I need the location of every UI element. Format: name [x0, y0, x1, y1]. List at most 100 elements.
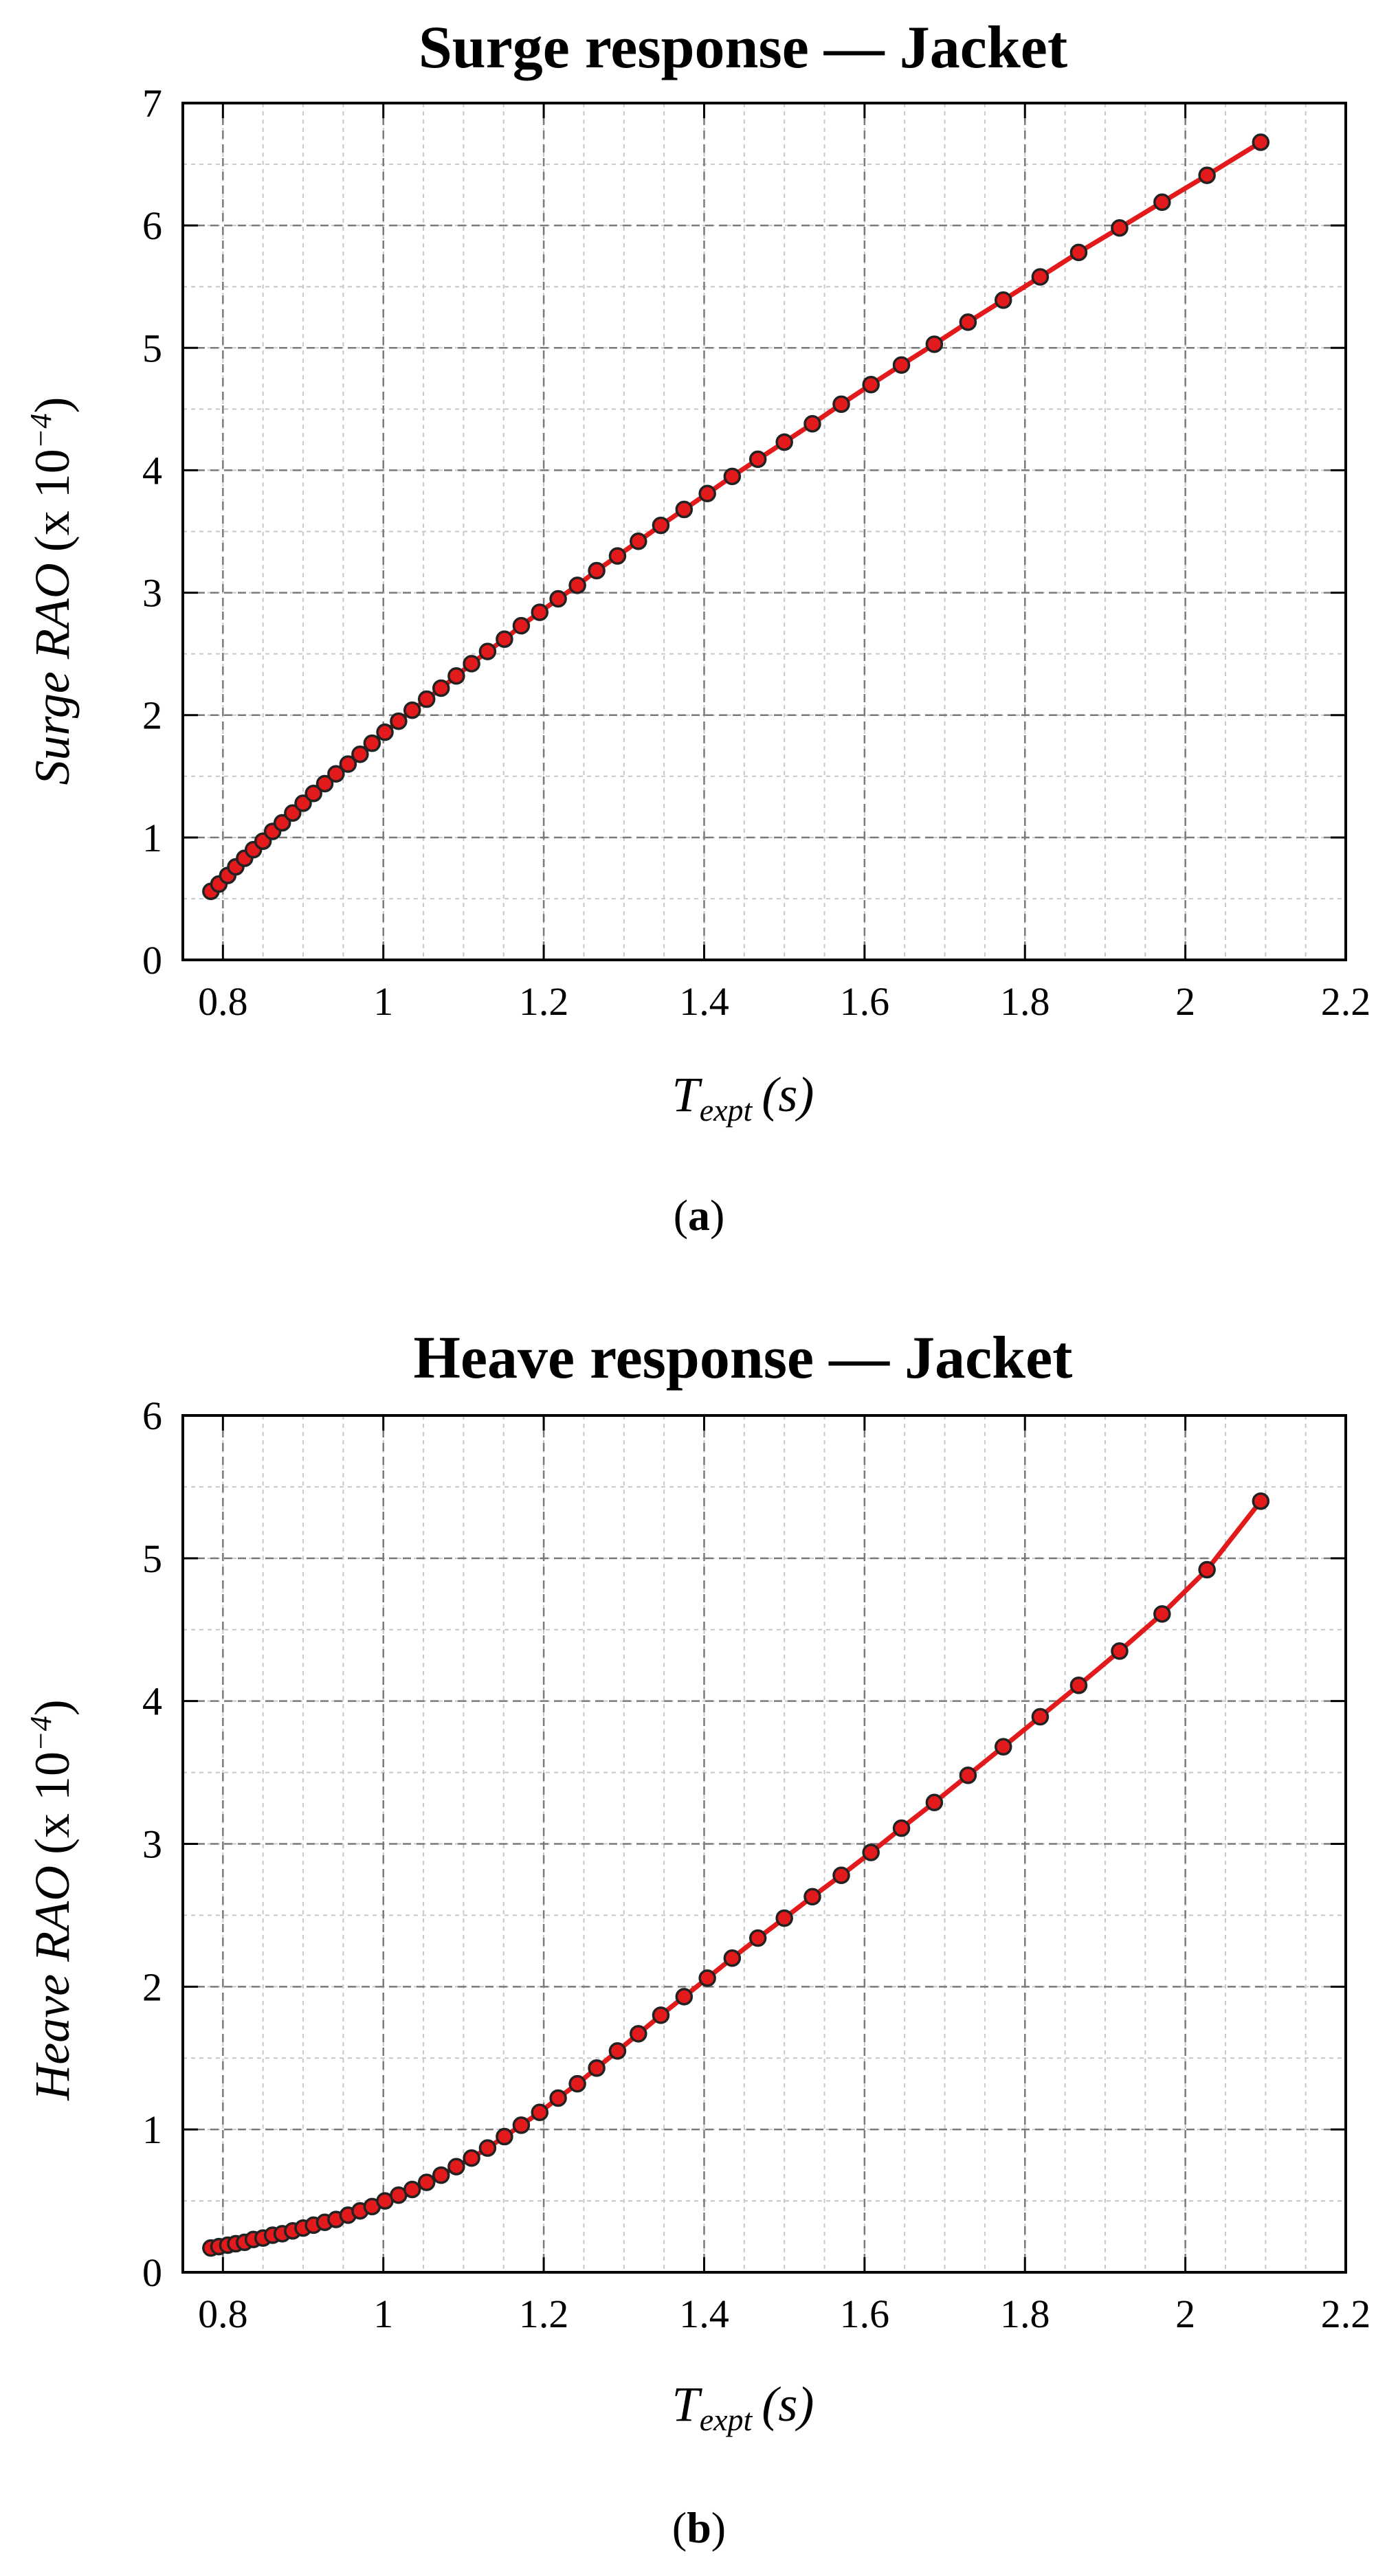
data-point	[892, 1819, 911, 1837]
y-axis-label-name: Surge RAO	[25, 563, 80, 785]
x-tick-labels: 0.8 1 1.2 1.4 1.6 1.8 2 2.2	[198, 979, 1371, 1024]
data-point	[463, 655, 480, 673]
data-point	[417, 690, 436, 708]
y-axis-label-exponent: −4	[24, 414, 58, 449]
panel-label-letter: b	[687, 2503, 711, 2552]
data-point	[478, 642, 497, 660]
data-point	[803, 414, 821, 433]
data-point	[284, 804, 302, 822]
y-tick-label: 4	[142, 1679, 162, 1724]
data-point	[723, 1949, 742, 1967]
x-tick-label: 1.8	[1000, 2292, 1050, 2336]
y-axis-label: Heave RAO (x 10−4)	[24, 1699, 80, 2101]
y-axis-label-name: Heave RAO	[25, 1866, 80, 2101]
data-point	[1198, 166, 1216, 184]
data-point	[568, 576, 586, 594]
y-tick-label: 3	[142, 571, 162, 616]
data-point	[496, 630, 513, 649]
y-tick-label: 7	[142, 81, 162, 126]
data-point	[549, 2089, 567, 2107]
data-point	[417, 2173, 436, 2191]
grid	[182, 102, 1347, 961]
data-point	[1252, 1492, 1270, 1510]
data-point	[1153, 1605, 1171, 1623]
data-point	[447, 2158, 465, 2175]
y-tick-label: 2	[142, 1964, 162, 2009]
series-line	[210, 1499, 1263, 2251]
y-tick-label: 1	[142, 816, 162, 860]
plot-area	[202, 1492, 1270, 2257]
data-point	[608, 2042, 627, 2060]
y-axis-label-unit-prefix: (x 10	[25, 1751, 80, 1855]
data-point	[748, 1929, 767, 1947]
data-point	[588, 2059, 606, 2077]
y-axis-label-unit-prefix: (x 10	[25, 449, 80, 552]
x-tick-labels: 0.8 1 1.2 1.4 1.6 1.8 2 2.2	[198, 2292, 1371, 2336]
x-tick-label: 1.6	[840, 2292, 890, 2336]
chart-title: Surge response — Jacket	[419, 14, 1067, 81]
data-point	[304, 784, 322, 803]
surge-chart: Surge response — Jacket 0.8 1 1.2 1.4 1.6 1.8…	[24, 14, 1371, 1240]
x-axis-label-var: T	[672, 1067, 703, 1122]
x-axis-label-unit: (s)	[762, 1067, 814, 1122]
panel-label-close: )	[711, 2503, 726, 2552]
chart-title: Heave response — Jacket	[414, 1325, 1073, 1391]
data-point	[531, 2103, 549, 2121]
tick-marks	[183, 102, 1347, 961]
data-point	[1031, 268, 1050, 286]
panel-label-open: (	[672, 2503, 687, 2552]
x-axis-label-sub: expt	[700, 2402, 753, 2437]
data-point	[339, 755, 357, 773]
data-point	[608, 547, 627, 565]
data-point	[723, 467, 742, 486]
x-tick-label: 1.8	[1000, 979, 1050, 1024]
data-point	[463, 2149, 480, 2167]
x-tick-label: 2	[1175, 979, 1195, 1024]
data-point	[588, 561, 606, 580]
data-point	[403, 2180, 421, 2199]
x-tick-label: 1.4	[679, 2292, 729, 2336]
data-point	[832, 395, 850, 413]
x-tick-label: 0.8	[198, 2292, 248, 2336]
data-point	[315, 774, 334, 793]
data-point	[775, 1909, 793, 1927]
y-tick-label: 5	[142, 326, 162, 370]
data-point	[803, 1888, 821, 1906]
y-tick-labels: 0 1 2 3 4 5 6 7	[142, 81, 162, 983]
data-point	[568, 2074, 586, 2093]
x-axis-label: Texpt (s)	[672, 1067, 814, 1128]
x-axis-label-sub: expt	[700, 1093, 753, 1128]
data-point	[1198, 1560, 1216, 1579]
y-tick-label: 3	[142, 1822, 162, 1867]
y-tick-label: 5	[142, 1536, 162, 1581]
data-point	[775, 433, 793, 451]
data-point	[748, 450, 767, 469]
x-axis-label: Texpt (s)	[672, 2377, 814, 2437]
data-point	[652, 2006, 670, 2024]
data-point	[959, 1766, 977, 1784]
data-point	[630, 2025, 647, 2043]
panel-label: (b)	[672, 2503, 726, 2552]
panel-label-open: (	[674, 1191, 688, 1240]
data-point	[832, 1866, 850, 1884]
y-tick-label: 6	[142, 1393, 162, 1438]
data-point	[892, 356, 911, 374]
data-point	[327, 765, 345, 783]
data-point	[390, 712, 408, 730]
data-point	[1031, 1707, 1050, 1726]
data-point	[675, 500, 694, 519]
y-axis-label-exponent: −4	[24, 1716, 58, 1751]
data-point	[1069, 1677, 1088, 1694]
data-point	[376, 723, 394, 741]
y-tick-label: 1	[142, 2107, 162, 2152]
data-point	[363, 734, 381, 752]
panel-label: (a)	[674, 1191, 725, 1240]
x-tick-label: 1.6	[840, 979, 890, 1024]
data-point	[1111, 1642, 1129, 1660]
data-point	[512, 616, 531, 635]
series-line	[209, 140, 1263, 893]
data-point	[925, 1793, 944, 1811]
data-point	[698, 484, 716, 503]
data-point	[1153, 193, 1171, 212]
y-axis-label-unit-suffix: )	[25, 397, 80, 414]
